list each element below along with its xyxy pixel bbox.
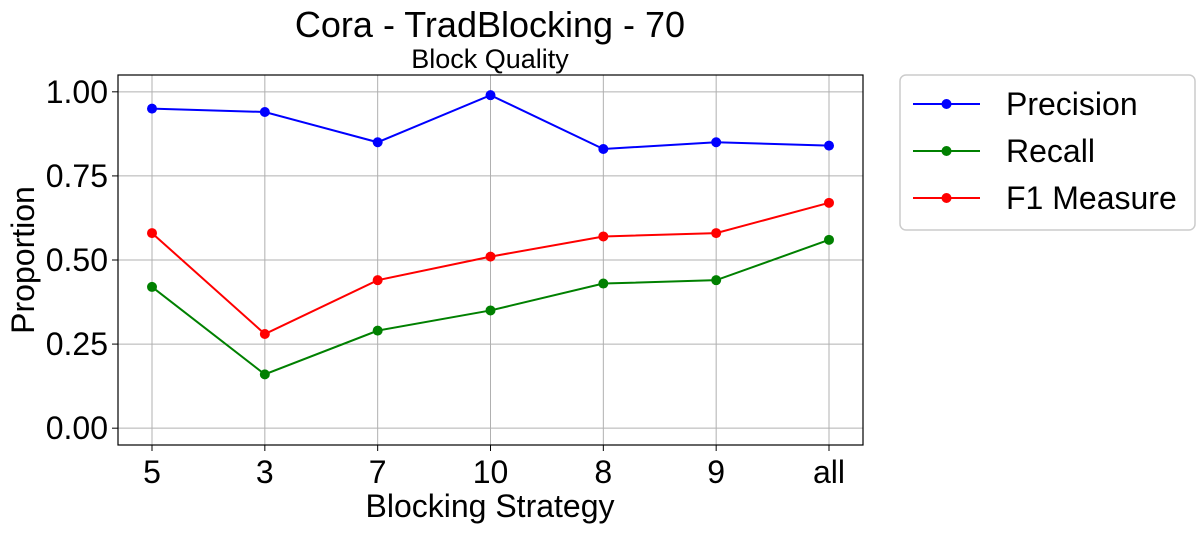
legend-item-f1-measure: F1 Measure xyxy=(913,180,1177,216)
y-axis-label: Proportion xyxy=(5,186,41,334)
x-tick-label: 7 xyxy=(369,454,387,490)
chart-title: Cora - TradBlocking - 70 xyxy=(295,4,685,45)
data-point-precision xyxy=(372,137,383,148)
legend-swatch-marker xyxy=(941,99,952,109)
x-tick-label: all xyxy=(813,454,845,490)
data-point-precision xyxy=(259,107,270,117)
data-point-f1-measure xyxy=(147,228,157,239)
legend-swatch-marker xyxy=(941,193,952,203)
y-tick-label: 0.25 xyxy=(46,326,108,362)
legend-label: F1 Measure xyxy=(1006,180,1177,216)
data-point-precision xyxy=(824,140,834,151)
data-point-recall xyxy=(372,325,383,336)
y-tick-label: 0.75 xyxy=(46,158,108,194)
data-point-precision xyxy=(485,90,496,101)
data-point-recall xyxy=(485,305,496,316)
legend-item-recall: Recall xyxy=(913,133,1095,169)
data-point-f1-measure xyxy=(598,231,609,242)
data-point-f1-measure xyxy=(711,228,722,239)
series-precision xyxy=(147,90,834,154)
data-point-f1-measure xyxy=(372,275,383,286)
legend-item-precision: Precision xyxy=(913,86,1138,122)
y-tick-label: 0.50 xyxy=(46,242,108,278)
data-point-precision xyxy=(147,103,157,114)
data-point-precision xyxy=(598,144,609,154)
y-tick-label: 0.00 xyxy=(46,410,108,446)
data-point-f1-measure xyxy=(824,197,834,208)
y-tick-label: 1.00 xyxy=(46,74,108,110)
data-point-recall xyxy=(598,278,609,289)
x-tick-label: 9 xyxy=(707,454,725,490)
x-tick-label: 10 xyxy=(473,454,509,490)
data-point-precision xyxy=(711,137,722,148)
data-point-recall xyxy=(147,281,157,292)
chart-subtitle: Block Quality xyxy=(411,44,569,74)
grid xyxy=(118,75,863,445)
legend-label: Precision xyxy=(1006,86,1138,122)
legend: Precision Recall F1 Measure xyxy=(899,74,1196,231)
data-point-recall xyxy=(259,369,270,380)
x-axis-label: Blocking Strategy xyxy=(365,488,614,524)
legend-swatch-marker xyxy=(941,146,952,156)
data-point-recall xyxy=(824,234,834,245)
data-point-f1-measure xyxy=(485,251,496,262)
legend-frame xyxy=(899,74,1196,231)
series-f1-measure xyxy=(147,197,834,339)
x-tick-label: 8 xyxy=(594,454,612,490)
axis-ticks: 5 3 7 10 8 9 all 0.00 0.25 0.50 0.75 1.00 xyxy=(46,74,845,490)
data-point-f1-measure xyxy=(259,329,270,339)
x-tick-label: 5 xyxy=(143,454,161,490)
series-layer xyxy=(147,90,834,380)
x-tick-label: 3 xyxy=(256,454,274,490)
legend-label: Recall xyxy=(1006,133,1095,169)
series-recall xyxy=(147,234,834,380)
data-point-recall xyxy=(711,275,722,286)
